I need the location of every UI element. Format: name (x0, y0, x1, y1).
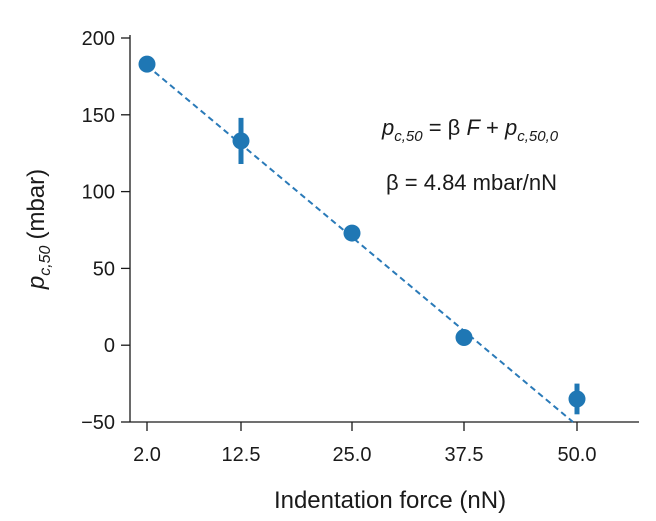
data-point (232, 132, 250, 150)
x-tick-label: 2.0 (133, 444, 161, 466)
x-axis-label: Indentation force (nN) (274, 487, 506, 514)
x-tick-label: 37.5 (445, 444, 484, 466)
y-tick-label: 150 (82, 105, 115, 127)
data-points (138, 55, 586, 415)
data-point (455, 329, 473, 347)
data-point (343, 224, 361, 242)
y-axis-label-sub: c,50 (37, 245, 54, 275)
y-axis-label-p: p (23, 276, 50, 290)
equation-plus: + (480, 115, 505, 140)
y-tick-label: 0 (104, 335, 115, 357)
y-tick-label: 100 (82, 182, 115, 204)
plot-area: 200 150 100 50 0 −50 2.0 12.5 25.0 37.5 50.0 (81, 28, 639, 466)
y-tick-label: 50 (93, 258, 115, 280)
y-tick-label: 200 (82, 28, 115, 50)
x-ticks: 2.0 12.5 25.0 37.5 50.0 (133, 422, 596, 466)
fit-line (146, 64, 574, 423)
data-point (568, 390, 586, 408)
equation-sub: c,50 (394, 128, 423, 145)
y-axis-label: pc,50 (mbar) (23, 169, 54, 290)
equation-annotation: pc,50 = β F + pc,50,0 (381, 115, 559, 145)
equation-p: p (381, 115, 394, 140)
y-ticks: 200 150 100 50 0 −50 (81, 28, 130, 434)
equation-p2: p (504, 115, 517, 140)
x-tick-label: 50.0 (558, 444, 597, 466)
equation-F: F (466, 115, 481, 140)
y-axis-label-unit: (mbar) (23, 169, 50, 240)
equation-sub2: c,50,0 (517, 128, 559, 145)
equation-mid: = β (423, 115, 467, 140)
data-point (138, 55, 156, 73)
x-tick-label: 12.5 (222, 444, 261, 466)
beta-annotation: β = 4.84 mbar/nN (386, 170, 557, 195)
y-tick-label: −50 (81, 412, 115, 434)
x-tick-label: 25.0 (333, 444, 372, 466)
